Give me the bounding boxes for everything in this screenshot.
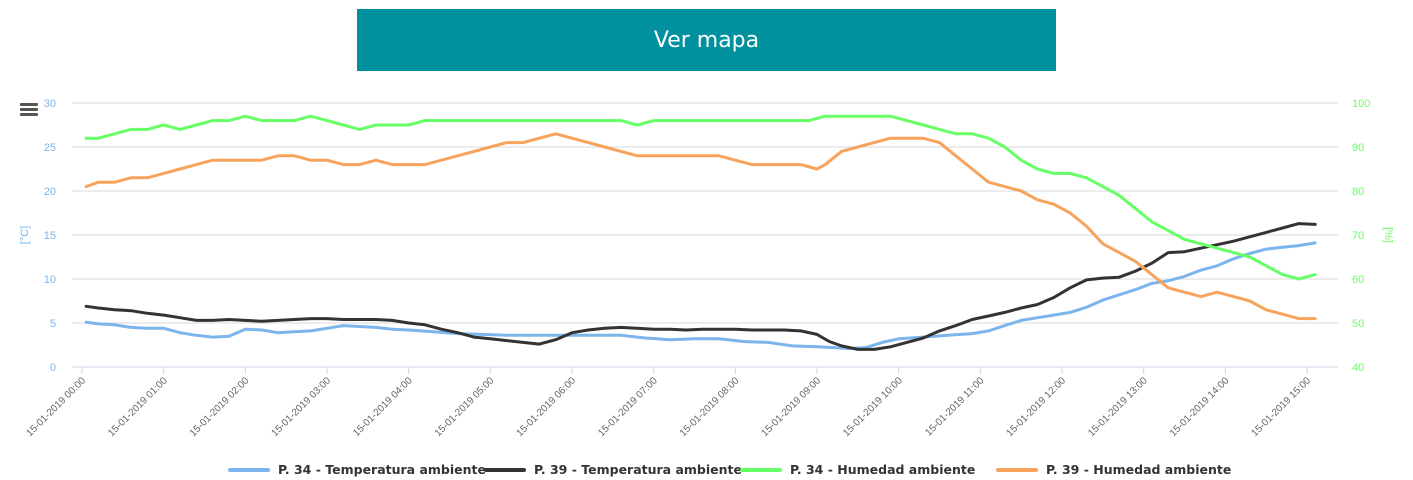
x-axis-tick-label: 15-01-2019 14:00 <box>1168 375 1232 439</box>
legend-label: P. 34 - Temperatura ambiente <box>278 462 486 477</box>
series-line[interactable] <box>84 241 1317 350</box>
left-axis-ticks: 0 5 10 15 20 25 30 <box>44 98 56 374</box>
series-line[interactable] <box>84 222 1317 351</box>
x-axis-tick-label: 15-01-2019 00:00 <box>25 375 89 439</box>
left-axis-tick-label: 30 <box>44 98 56 110</box>
x-axis-tick-label: 15-01-2019 03:00 <box>270 375 334 439</box>
x-axis-tick-label: 15-01-2019 10:00 <box>841 375 905 439</box>
grid-lines <box>72 102 1338 368</box>
line-chart: 0 5 10 15 20 25 30 40 50 60 70 80 90 100 15-01-2019 … <box>19 98 1394 439</box>
left-axis-tick-label: 5 <box>50 318 56 330</box>
right-axis-tick-label: 70 <box>1352 230 1364 242</box>
right-axis-tick-label: 90 <box>1352 142 1364 154</box>
legend-item-p34-temperatura[interactable]: P. 34 - Temperatura ambiente <box>228 462 486 477</box>
ver-mapa-button[interactable]: Ver mapa <box>357 9 1056 71</box>
right-axis-tick-label: 40 <box>1352 362 1364 374</box>
x-axis-tick-label: 15-01-2019 04:00 <box>351 375 415 439</box>
legend-label: P. 34 - Humedad ambiente <box>790 462 976 477</box>
left-axis-tick-label: 0 <box>50 362 56 374</box>
x-axis-ticks: 15-01-2019 00:00 15-01-2019 01:00 15-01-20… <box>25 367 1314 439</box>
x-axis-tick-label: 15-01-2019 12:00 <box>1005 375 1069 439</box>
right-axis-tick-label: 100 <box>1352 98 1370 110</box>
right-axis-title: [%] <box>1382 227 1394 243</box>
right-axis-tick-label: 80 <box>1352 186 1364 198</box>
left-axis-tick-label: 15 <box>44 230 56 242</box>
legend-swatch <box>996 467 1038 472</box>
legend-swatch <box>484 467 526 472</box>
left-axis-tick-label: 10 <box>44 274 56 286</box>
x-axis-tick-label: 15-01-2019 11:00 <box>923 375 986 438</box>
x-axis-tick-label: 15-01-2019 15:00 <box>1250 375 1314 439</box>
legend-swatch <box>228 467 270 472</box>
legend-label: P. 39 - Humedad ambiente <box>1046 462 1232 477</box>
hamburger-menu-icon[interactable] <box>20 103 38 117</box>
x-axis-tick-label: 15-01-2019 02:00 <box>188 375 252 439</box>
chart-legend: P. 34 - Temperatura ambiente P. 39 - Tem… <box>0 462 1413 480</box>
x-axis-tick-label: 15-01-2019 01:00 <box>106 375 170 439</box>
left-axis-tick-label: 25 <box>44 142 56 154</box>
right-axis-ticks: 40 50 60 70 80 90 100 <box>1352 98 1370 374</box>
right-axis-tick-label: 60 <box>1352 274 1364 286</box>
left-axis-title: [°C] <box>19 226 31 244</box>
legend-swatch <box>740 467 782 472</box>
x-axis-tick-label: 15-01-2019 07:00 <box>596 375 660 439</box>
series-line[interactable] <box>84 114 1317 281</box>
x-axis-tick-label: 15-01-2019 06:00 <box>515 375 579 439</box>
legend-item-p39-humedad[interactable]: P. 39 - Humedad ambiente <box>996 462 1231 477</box>
x-axis-tick-label: 15-01-2019 09:00 <box>760 375 824 439</box>
x-axis-tick-label: 15-01-2019 05:00 <box>433 375 497 439</box>
left-axis-tick-label: 20 <box>44 186 56 198</box>
legend-item-p39-temperatura[interactable]: P. 39 - Temperatura ambiente <box>484 462 742 477</box>
x-axis-tick-label: 15-01-2019 08:00 <box>678 375 742 439</box>
legend-item-p34-humedad[interactable]: P. 34 - Humedad ambiente <box>740 462 975 477</box>
series-line[interactable] <box>84 132 1317 321</box>
series-lines <box>84 114 1317 351</box>
right-axis-tick-label: 50 <box>1352 318 1364 330</box>
x-axis-tick-label: 15-01-2019 13:00 <box>1086 375 1150 439</box>
legend-label: P. 39 - Temperatura ambiente <box>534 462 742 477</box>
